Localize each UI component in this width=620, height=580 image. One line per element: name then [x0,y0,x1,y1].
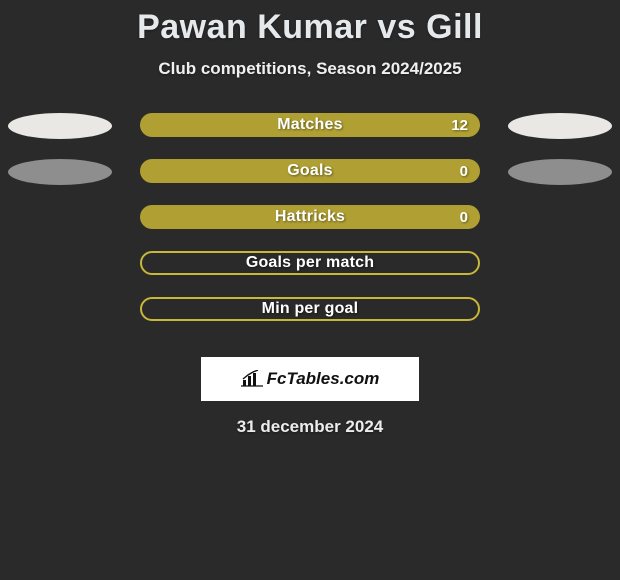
stat-bar: Matches 12 [140,113,480,137]
stat-bar: Hattricks 0 [140,205,480,229]
stat-row: Goals 0 [0,159,620,205]
stat-row: Min per goal [0,297,620,343]
right-oval [508,113,612,139]
stat-label: Matches [277,116,342,134]
stat-label: Hattricks [275,208,345,226]
stat-label: Goals [287,162,332,180]
page-title: Pawan Kumar vs Gill [0,8,620,47]
page-subtitle: Club competitions, Season 2024/2025 [0,59,620,79]
stat-bar: Goals 0 [140,159,480,183]
stat-rows: Matches 12 Goals 0 Hattricks 0 Goals per match… [0,113,620,343]
stat-bar: Min per goal [140,297,480,321]
stat-row: Hattricks 0 [0,205,620,251]
left-oval [8,113,112,139]
stat-bar: Goals per match [140,251,480,275]
logo-box[interactable]: FcTables.com [201,357,419,401]
stat-value: 12 [451,117,468,134]
stat-value: 0 [460,209,468,226]
logo-text: FcTables.com [267,369,380,389]
left-oval [8,159,112,185]
stat-label: Goals per match [246,254,374,272]
right-oval [508,159,612,185]
stat-row: Matches 12 [0,113,620,159]
comparison-widget: Pawan Kumar vs Gill Club competitions, S… [0,0,620,437]
stat-row: Goals per match [0,251,620,297]
stat-value: 0 [460,163,468,180]
chart-icon [241,370,263,388]
date-text: 31 december 2024 [0,417,620,437]
stat-label: Min per goal [262,300,359,318]
